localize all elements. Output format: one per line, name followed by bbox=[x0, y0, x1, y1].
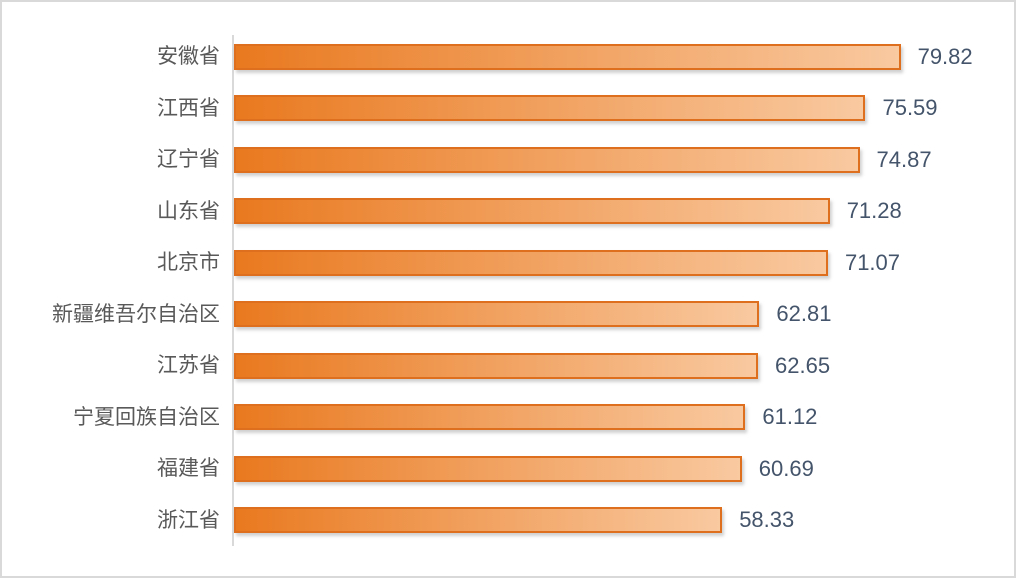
value-label: 71.28 bbox=[846, 198, 902, 224]
value-label: 71.07 bbox=[844, 249, 901, 275]
bar bbox=[234, 198, 830, 225]
category-label: 北京市 bbox=[157, 251, 220, 275]
bar-track: 60.69 bbox=[234, 443, 1014, 495]
plot-area: 安徽省 79.82 江西省 75.59 辽宁省 74.87 山东省 71.28 北京市 71.07… bbox=[2, 31, 1014, 546]
value-label: 61.12 bbox=[762, 404, 818, 430]
bar bbox=[234, 249, 828, 276]
category-label: 辽宁省 bbox=[157, 148, 220, 172]
category-label: 江苏省 bbox=[157, 354, 220, 378]
category-label: 江西省 bbox=[157, 96, 220, 120]
bar-row: 福建省 60.69 bbox=[2, 443, 1014, 495]
bar-row: 新疆维吾尔自治区 62.81 bbox=[2, 289, 1014, 341]
bar-track: 75.59 bbox=[234, 83, 1014, 135]
bar-track: 79.82 bbox=[234, 31, 1014, 83]
category-label: 宁夏回族自治区 bbox=[73, 405, 220, 429]
bar-row: 辽宁省 74.87 bbox=[2, 134, 1014, 186]
category-label: 安徽省 bbox=[157, 45, 220, 69]
bar-track: 74.87 bbox=[234, 134, 1014, 186]
bar-track: 62.65 bbox=[234, 340, 1014, 392]
bar bbox=[234, 43, 901, 70]
value-label: 79.82 bbox=[917, 43, 973, 69]
bar-row: 江西省 75.59 bbox=[2, 83, 1014, 135]
category-label: 福建省 bbox=[157, 457, 220, 481]
bar-track: 62.81 bbox=[234, 289, 1014, 341]
bar bbox=[234, 301, 760, 328]
bar bbox=[234, 455, 742, 482]
value-label: 62.81 bbox=[776, 301, 832, 327]
bar-row: 山东省 71.28 bbox=[2, 186, 1014, 238]
bar-track: 61.12 bbox=[234, 392, 1014, 444]
bar bbox=[234, 146, 860, 173]
value-label: 74.87 bbox=[876, 146, 932, 172]
category-label: 山东省 bbox=[157, 199, 220, 223]
bar bbox=[234, 352, 759, 379]
bar-row: 安徽省 79.82 bbox=[2, 31, 1014, 83]
category-label: 新疆维吾尔自治区 bbox=[52, 302, 220, 326]
bar-row: 北京市 71.07 bbox=[2, 237, 1014, 289]
bar-row: 江苏省 62.65 bbox=[2, 340, 1014, 392]
bar-row: 宁夏回族自治区 61.12 bbox=[2, 392, 1014, 444]
bar bbox=[234, 404, 746, 431]
bar-row: 浙江省 58.33 bbox=[2, 495, 1014, 547]
value-label: 75.59 bbox=[882, 95, 938, 121]
bar-track: 71.07 bbox=[234, 237, 1014, 289]
bar-track: 71.28 bbox=[234, 186, 1014, 238]
value-label: 62.65 bbox=[775, 352, 831, 378]
category-label: 浙江省 bbox=[157, 508, 220, 532]
bar bbox=[234, 95, 866, 122]
bar bbox=[234, 507, 723, 534]
value-label: 58.33 bbox=[739, 507, 795, 533]
y-axis-line bbox=[232, 35, 234, 546]
bar-track: 58.33 bbox=[234, 495, 1014, 547]
value-label: 60.69 bbox=[758, 455, 814, 481]
